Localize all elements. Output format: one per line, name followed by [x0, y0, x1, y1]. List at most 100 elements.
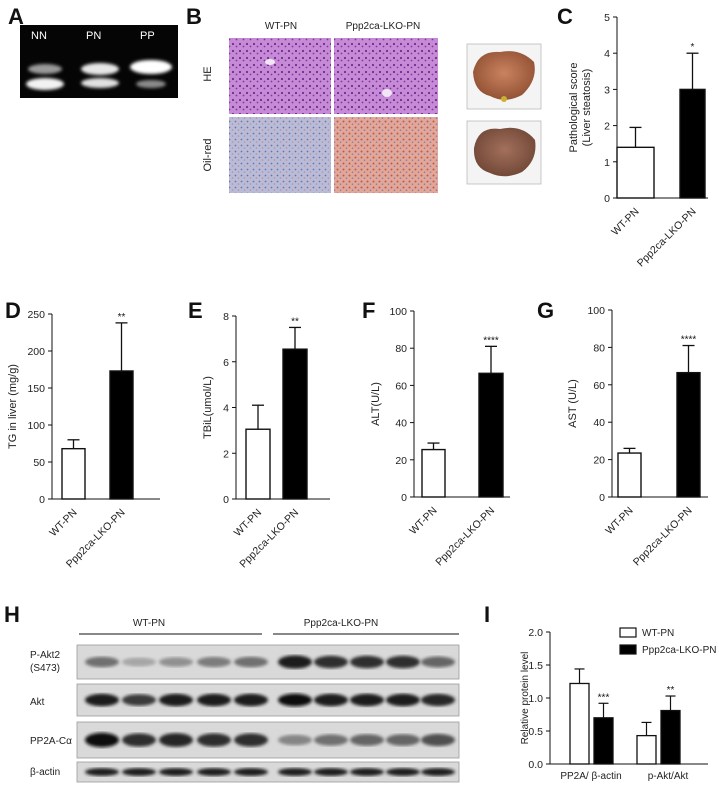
wb-band	[122, 733, 156, 747]
y-axis-label: Pathological score	[568, 63, 580, 153]
y-tick-label: 0.0	[528, 759, 543, 771]
wb-band	[421, 656, 455, 668]
bar	[679, 88, 706, 199]
y-axis-label: TBiL(umol/L)	[202, 376, 214, 439]
panel-letter-h: H	[4, 602, 20, 627]
x-tick-label: WT-PN	[603, 505, 635, 537]
y-tick-label: 60	[395, 380, 407, 392]
gel-band	[136, 80, 166, 88]
wb-band	[350, 655, 384, 669]
wb-band	[197, 733, 231, 747]
wb-band	[350, 734, 384, 746]
histology-row-label: HE	[202, 66, 214, 81]
legend-label: WT-PN	[642, 628, 674, 639]
y-tick-label: 5	[604, 12, 610, 24]
y-tick-label: 20	[593, 455, 605, 467]
wb-band	[314, 693, 348, 707]
x-tick-label: WT-PN	[609, 206, 641, 238]
significance-label: **	[118, 312, 126, 323]
bar	[421, 448, 446, 498]
wb-band	[159, 768, 193, 776]
histology-column-label: WT-PN	[265, 21, 297, 32]
legend-swatch	[619, 627, 637, 638]
panel-letter-b: B	[186, 4, 202, 29]
wb-band	[85, 732, 119, 748]
x-tick-label: WT-PN	[232, 507, 264, 539]
y-tick-label: 20	[395, 455, 407, 467]
y-tick-label: 0	[223, 494, 229, 506]
chart-f: 0 20 40 60 80 100 ALT(U/L) WT-PN **** Ppp2ca-LKO-…	[370, 306, 510, 568]
x-tick-label: Ppp2ca-LKO-PN	[635, 206, 699, 270]
wb-band	[421, 693, 455, 707]
significance-label: **	[291, 316, 299, 327]
he-image-wt	[229, 38, 331, 114]
wb-band	[122, 657, 156, 667]
gel-lane-label: PN	[86, 30, 101, 42]
liver-wt	[473, 51, 535, 100]
y-tick-label: 200	[27, 346, 45, 358]
y-tick-label: 50	[33, 457, 45, 469]
wb-row-label: β-actin	[30, 767, 60, 778]
x-tick-label: p-Akt/Akt	[648, 771, 689, 782]
y-tick-label: 100	[587, 305, 605, 317]
wb-band	[197, 768, 231, 776]
y-tick-label: 100	[27, 420, 45, 432]
wb-band	[314, 655, 348, 669]
y-tick-label: 250	[27, 309, 45, 321]
he-vessel	[382, 89, 392, 97]
y-tick-label: 6	[223, 357, 229, 369]
bar	[593, 717, 614, 765]
y-axis-label: TG in liver (mg/g)	[7, 364, 19, 449]
y-axis-label: (Liver steatosis)	[581, 69, 593, 147]
wb-band	[314, 768, 348, 776]
wb-band	[386, 768, 420, 776]
wb-band	[278, 693, 312, 707]
wb-band	[159, 693, 193, 707]
wb-band	[421, 733, 455, 747]
wb-band	[386, 734, 420, 746]
wb-band	[159, 733, 193, 747]
chart-g: 0 20 40 60 80 100 AST (U/L) WT-PN **** Ppp2ca-LKO…	[567, 305, 708, 568]
wb-band	[278, 655, 312, 669]
panel-letter-d: D	[5, 298, 21, 323]
liver-lko	[473, 127, 536, 177]
wb-band	[122, 694, 156, 706]
wb-band	[122, 768, 156, 776]
bar	[616, 146, 655, 199]
y-tick-label: 4	[604, 48, 610, 60]
y-axis-label: ALT(U/L)	[370, 382, 382, 426]
histology-row-label: Oil-red	[202, 138, 214, 171]
wb-band	[350, 768, 384, 776]
y-tick-label: 0.5	[528, 726, 543, 738]
bar	[478, 372, 504, 498]
wb-band	[85, 768, 119, 776]
y-tick-label: 2	[604, 121, 610, 133]
histology-column-label: Ppp2ca-LKO-PN	[346, 21, 420, 32]
x-tick-label: PP2A/ β-actin	[560, 771, 621, 782]
y-tick-label: 150	[27, 383, 45, 395]
wb-row-label: P-Akt2	[30, 650, 60, 661]
gel-panel: NN PN PP	[20, 25, 178, 98]
wb-row-label: PP2A-Cα	[30, 736, 72, 747]
y-tick-label: 60	[593, 380, 605, 392]
bar	[61, 447, 86, 500]
y-tick-label: 4	[223, 403, 229, 415]
wb-band	[350, 693, 384, 707]
wb-band	[85, 693, 119, 707]
y-tick-label: 0	[401, 492, 407, 504]
y-tick-label: 40	[593, 417, 605, 429]
wb-band	[234, 656, 268, 668]
oil-red-image-lko	[334, 117, 438, 193]
wb-group-label: Ppp2ca-LKO-PN	[304, 618, 378, 629]
x-tick-label: WT-PN	[47, 507, 79, 539]
y-tick-label: 80	[395, 343, 407, 355]
wb-band	[85, 656, 119, 668]
gel-lane-label: NN	[31, 30, 47, 42]
wb-band	[197, 693, 231, 707]
gel-band	[81, 63, 119, 75]
gel-band	[26, 78, 64, 90]
significance-label: ***	[598, 692, 610, 703]
bar	[617, 452, 642, 498]
